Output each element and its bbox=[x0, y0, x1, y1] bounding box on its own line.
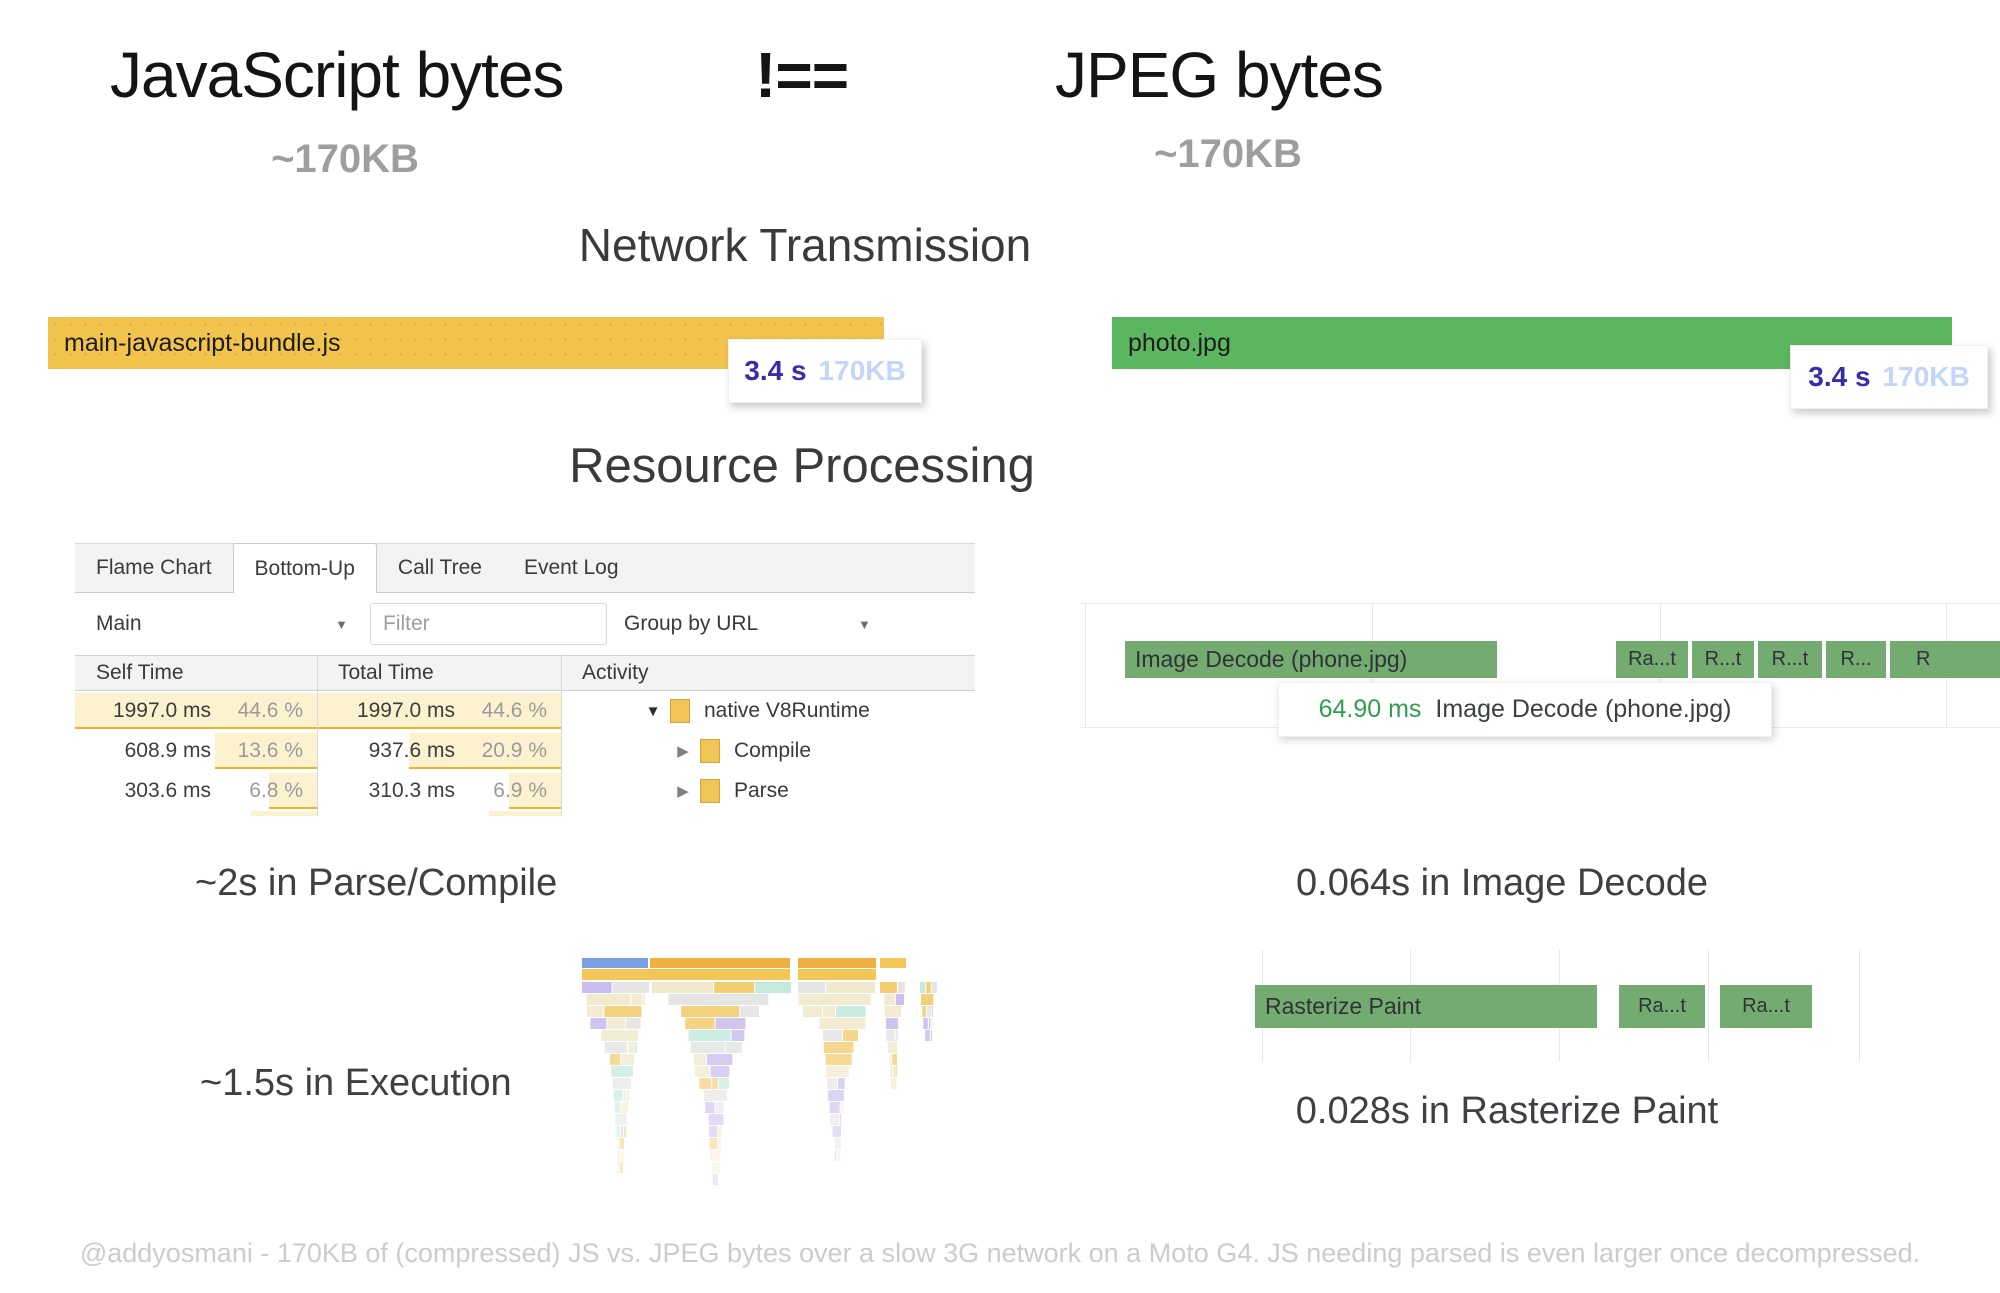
page-title-right: JPEG bytes bbox=[1055, 39, 1384, 111]
self-time-pct: 13.6 % bbox=[237, 739, 303, 762]
total-time-value: 310.3 ms bbox=[368, 779, 455, 802]
activity-cell: ▶ Compile bbox=[636, 731, 811, 771]
gridline bbox=[1859, 950, 1860, 1062]
not-equals-operator: !== bbox=[755, 39, 849, 111]
raster-segment: R... bbox=[1826, 641, 1886, 678]
time-highlight bbox=[269, 773, 317, 809]
jpeg-size-label: ~170KB bbox=[1154, 132, 1302, 176]
self-time-cell: 1997.0 ms 44.6 % bbox=[75, 691, 317, 731]
stat-rasterize: 0.028s in Rasterize Paint bbox=[1295, 1090, 1719, 1132]
chevron-down-icon[interactable]: ▼ bbox=[858, 616, 871, 632]
self-time-cell: 303.6 ms 6.8 % bbox=[75, 771, 317, 811]
scripting-color-swatch bbox=[670, 699, 690, 723]
activity-label: Compile bbox=[734, 739, 812, 762]
js-transfer-time: 3.4 s bbox=[744, 355, 807, 386]
devtools-toolbar: Main ▼ Group by URL ▼ bbox=[75, 593, 975, 655]
activity-label: Parse bbox=[734, 779, 789, 802]
total-time-cell: 310.3 ms 6.9 % bbox=[318, 771, 561, 811]
stat-image-decode: 0.064s in Image Decode bbox=[1296, 862, 1708, 904]
time-highlight bbox=[75, 693, 317, 729]
column-header-self-time[interactable]: Self Time bbox=[96, 661, 184, 684]
column-divider bbox=[561, 655, 562, 816]
devtools-table-header: Self Time Total Time Activity bbox=[75, 655, 975, 691]
raster-segment: R bbox=[1890, 641, 2000, 678]
raster-segment: Ra...t bbox=[1619, 985, 1705, 1028]
devtools-tab-strip: Flame Chart Bottom-Up Call Tree Event Lo… bbox=[75, 543, 975, 594]
js-transfer-bar-label: main-javascript-bundle.js bbox=[64, 328, 341, 357]
tab-call-tree[interactable]: Call Tree bbox=[397, 556, 482, 579]
time-highlight bbox=[215, 733, 317, 769]
scripting-color-swatch bbox=[700, 739, 720, 763]
js-transfer-tooltip: 3.4 s 170KB bbox=[728, 339, 922, 403]
footer-caption: @addyosmani - 170KB of (compressed) JS v… bbox=[79, 1238, 1921, 1268]
self-time-pct: 6.8 % bbox=[249, 779, 303, 802]
time-highlight bbox=[409, 733, 561, 769]
raster-segment: R...t bbox=[1758, 641, 1822, 678]
expanded-arrow-icon[interactable]: ▼ bbox=[645, 702, 661, 720]
scripting-color-swatch bbox=[700, 779, 720, 803]
total-time-pct: 44.6 % bbox=[481, 699, 547, 722]
self-time-value: 1997.0 ms bbox=[112, 699, 211, 722]
collapsed-arrow-icon[interactable]: ▶ bbox=[677, 743, 689, 760]
activity-cell: ▶ Parse bbox=[636, 771, 789, 811]
section-heading-network: Network Transmission bbox=[578, 219, 1032, 271]
page-title-left: JavaScript bytes bbox=[110, 39, 565, 111]
raster-segment: Ra...t bbox=[1720, 985, 1812, 1028]
time-highlight bbox=[509, 773, 561, 809]
section-heading-resource: Resource Processing bbox=[569, 439, 1035, 493]
self-time-cell: 608.9 ms 13.6 % bbox=[75, 731, 317, 771]
table-row[interactable]: 608.9 ms 13.6 % 937.6 ms 20.9 % ▶ Compile bbox=[75, 731, 975, 771]
activity-cell: ▼ native V8Runtime bbox=[636, 691, 870, 731]
jpeg-transfer-size: 170KB bbox=[1882, 361, 1970, 392]
flame-chart-image bbox=[582, 958, 937, 1185]
thread-select[interactable]: Main bbox=[96, 612, 142, 635]
stat-execution: ~1.5s in Execution bbox=[200, 1062, 512, 1104]
tab-flame-chart[interactable]: Flame Chart bbox=[96, 556, 212, 579]
jpeg-transfer-tooltip: 3.4 s 170KB bbox=[1790, 345, 1988, 409]
total-time-cell: 937.6 ms 20.9 % bbox=[318, 731, 561, 771]
raster-segment: Ra...t bbox=[1616, 641, 1688, 678]
column-header-total-time[interactable]: Total Time bbox=[338, 661, 434, 684]
jpeg-transfer-bar-label: photo.jpg bbox=[1128, 328, 1231, 357]
raster-segment: R...t bbox=[1692, 641, 1754, 678]
collapsed-arrow-icon[interactable]: ▶ bbox=[677, 783, 689, 800]
total-time-pct: 6.9 % bbox=[493, 779, 547, 802]
image-decode-tooltip: 64.90 ms Image Decode (phone.jpg) bbox=[1278, 682, 1772, 737]
stat-parse-compile: ~2s in Parse/Compile bbox=[195, 862, 558, 904]
tab-event-log[interactable]: Event Log bbox=[523, 556, 619, 579]
activity-label: native V8Runtime bbox=[704, 699, 870, 722]
column-header-activity[interactable]: Activity bbox=[582, 661, 649, 684]
image-decode-bar: Image Decode (phone.jpg) bbox=[1125, 641, 1497, 678]
gridline bbox=[1708, 950, 1709, 1062]
devtools-panel: Flame Chart Bottom-Up Call Tree Event Lo… bbox=[75, 543, 975, 816]
filter-input[interactable] bbox=[370, 603, 607, 645]
chevron-down-icon[interactable]: ▼ bbox=[335, 616, 348, 632]
total-time-value: 937.6 ms bbox=[368, 739, 455, 762]
js-transfer-size: 170KB bbox=[818, 355, 906, 386]
js-size-label: ~170KB bbox=[271, 137, 419, 181]
group-by-select[interactable]: Group by URL bbox=[624, 612, 759, 635]
total-time-cell: 1997.0 ms 44.6 % bbox=[318, 691, 561, 731]
total-time-pct: 20.9 % bbox=[481, 739, 547, 762]
jpeg-transfer-time: 3.4 s bbox=[1808, 361, 1871, 392]
table-row[interactable]: 1997.0 ms 44.6 % 1997.0 ms 44.6 % ▼ native… bbox=[75, 691, 975, 731]
image-decode-bar-label: Image Decode (phone.jpg) bbox=[1135, 646, 1408, 672]
self-time-value: 303.6 ms bbox=[124, 779, 211, 802]
tab-bottom-up[interactable]: Bottom-Up bbox=[232, 543, 377, 594]
total-time-value: 1997.0 ms bbox=[356, 699, 455, 722]
table-row[interactable]: 303.6 ms 6.8 % 310.3 ms 6.9 % ▶ Parse bbox=[75, 771, 975, 811]
column-divider bbox=[317, 655, 318, 816]
rasterize-paint-bar: Rasterize Paint bbox=[1255, 985, 1597, 1028]
self-time-pct: 44.6 % bbox=[237, 699, 303, 722]
time-highlight bbox=[318, 693, 561, 729]
clipped-row-sliver bbox=[251, 811, 317, 816]
image-decode-time: 64.90 ms bbox=[1318, 695, 1422, 723]
gridline bbox=[1085, 604, 1086, 727]
rasterize-paint-bar-label: Rasterize Paint bbox=[1265, 993, 1421, 1019]
image-decode-tooltip-label: Image Decode (phone.jpg) bbox=[1435, 695, 1732, 723]
clipped-row-sliver bbox=[489, 811, 561, 816]
self-time-value: 608.9 ms bbox=[124, 739, 211, 762]
